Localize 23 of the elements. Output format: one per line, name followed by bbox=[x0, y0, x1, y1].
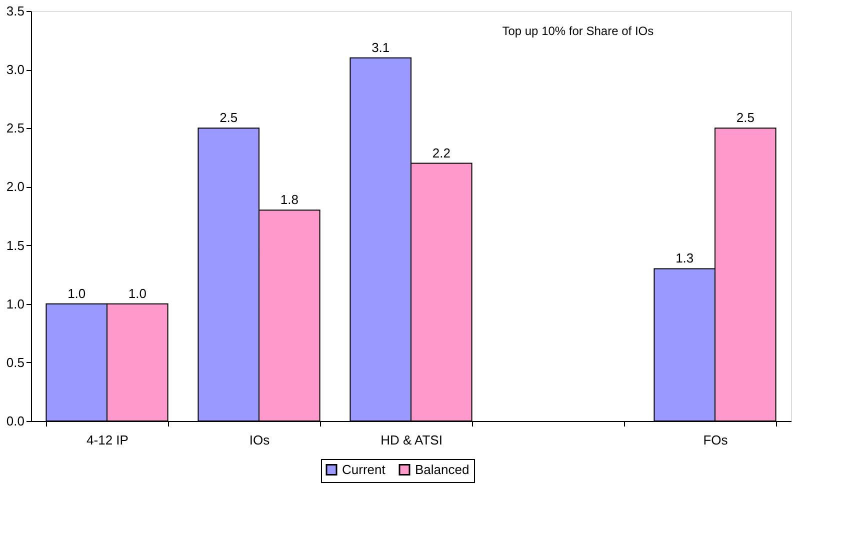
text: 0.0 bbox=[6, 414, 24, 428]
text: 3.5 bbox=[6, 4, 24, 18]
data-label: 2.5 bbox=[736, 110, 754, 126]
annotation: Top up 10% for Share of IOs bbox=[502, 24, 654, 38]
x-tick-label: HD & ATSI bbox=[380, 432, 442, 448]
data-label: 2.2 bbox=[432, 145, 450, 160]
data-label: 1.3 bbox=[676, 250, 694, 266]
text: 1.0 bbox=[6, 296, 24, 312]
legend-label: Current bbox=[342, 462, 386, 477]
text: 2.0 bbox=[6, 179, 24, 194]
text: 2.5 bbox=[6, 120, 24, 136]
text: 3.0 bbox=[6, 62, 24, 78]
data-label: 2.5 bbox=[220, 110, 238, 126]
text: 0.5 bbox=[6, 354, 24, 370]
x-tick-label: FOs bbox=[703, 432, 728, 448]
text: 1.5 bbox=[6, 238, 24, 253]
data-label: 3.1 bbox=[372, 40, 390, 55]
legend-label: Balanced bbox=[415, 462, 470, 477]
data-label: 1.0 bbox=[128, 286, 146, 301]
data-label: 1.8 bbox=[280, 192, 298, 208]
x-tick-label: 4-12 IP bbox=[86, 432, 128, 448]
x-tick-label: IOs bbox=[249, 432, 270, 448]
data-label: 1.0 bbox=[68, 286, 86, 301]
